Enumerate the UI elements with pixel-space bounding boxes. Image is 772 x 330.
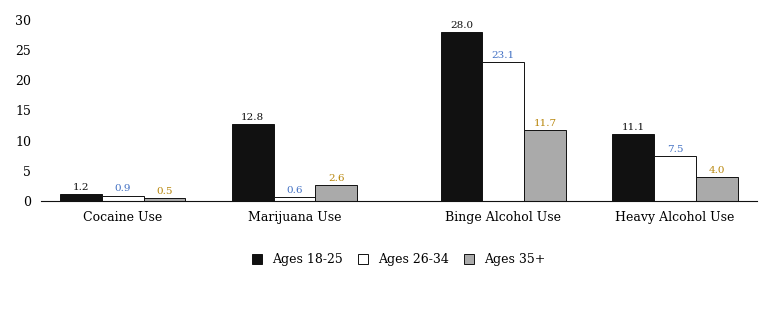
Text: 2.6: 2.6 xyxy=(328,174,344,183)
Bar xyxy=(144,198,185,201)
Text: 28.0: 28.0 xyxy=(450,21,473,30)
Bar xyxy=(102,195,144,201)
Text: 0.9: 0.9 xyxy=(114,184,131,193)
Text: 23.1: 23.1 xyxy=(492,50,515,59)
Text: 11.1: 11.1 xyxy=(621,123,645,132)
Legend: Ages 18-25, Ages 26-34, Ages 35+: Ages 18-25, Ages 26-34, Ages 35+ xyxy=(246,247,552,273)
Text: 1.2: 1.2 xyxy=(73,182,90,192)
Bar xyxy=(60,194,102,201)
Bar xyxy=(315,185,357,201)
Bar xyxy=(524,130,566,201)
Bar xyxy=(654,156,696,201)
Text: 0.6: 0.6 xyxy=(286,186,303,195)
Bar xyxy=(482,62,524,201)
Bar xyxy=(273,197,315,201)
Bar xyxy=(232,124,273,201)
Text: 0.5: 0.5 xyxy=(156,187,173,196)
Text: 12.8: 12.8 xyxy=(241,113,264,122)
Text: 4.0: 4.0 xyxy=(709,166,725,175)
Text: 7.5: 7.5 xyxy=(667,145,683,153)
Bar xyxy=(441,32,482,201)
Text: 11.7: 11.7 xyxy=(533,119,557,128)
Bar xyxy=(612,134,654,201)
Bar xyxy=(696,177,737,201)
